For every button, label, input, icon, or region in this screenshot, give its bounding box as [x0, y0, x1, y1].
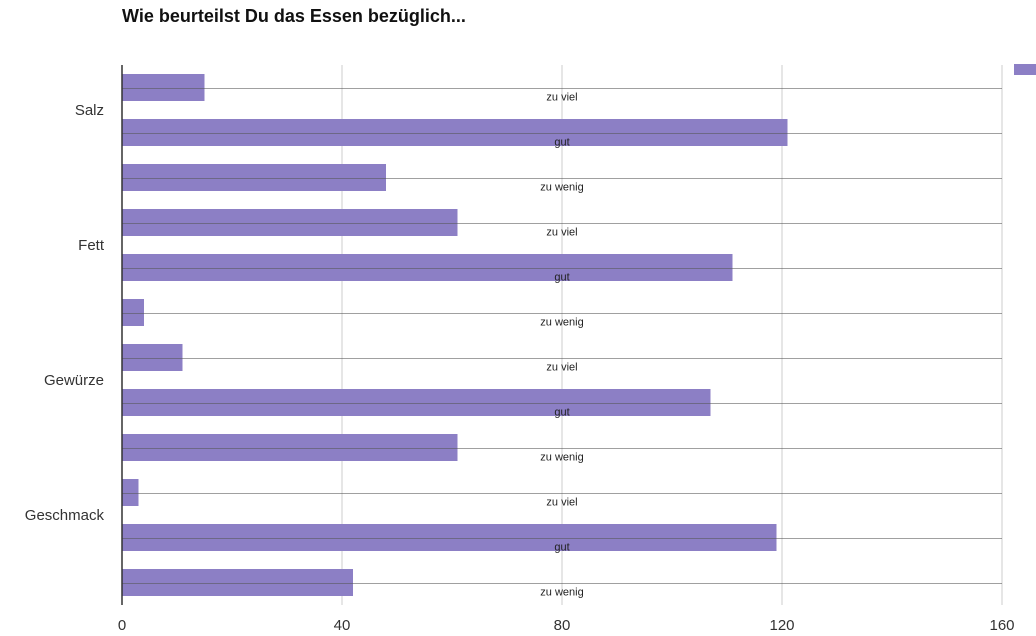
y-category-label: Gewürze: [44, 372, 104, 389]
bar[interactable]: [122, 254, 733, 281]
bar-category-label: gut: [554, 272, 569, 284]
bar[interactable]: [122, 344, 183, 371]
bar-category-label: gut: [554, 407, 569, 419]
bar[interactable]: [122, 389, 711, 416]
bar[interactable]: [122, 209, 458, 236]
bar[interactable]: [122, 164, 386, 191]
bar-category-label: zu wenig: [540, 587, 583, 599]
bar[interactable]: [122, 119, 788, 146]
x-tick-label: 40: [334, 617, 351, 634]
bar-category-label: gut: [554, 542, 569, 554]
bar[interactable]: [122, 569, 353, 596]
bar-category-label: zu wenig: [540, 317, 583, 329]
x-tick-label: 160: [989, 617, 1014, 634]
legend-swatch: [1014, 64, 1036, 75]
bar-category-label: gut: [554, 137, 569, 149]
bar[interactable]: [122, 524, 777, 551]
bar-category-label: zu viel: [546, 92, 577, 104]
bar-category-label: zu viel: [546, 497, 577, 509]
bar-category-label: zu viel: [546, 362, 577, 374]
bar[interactable]: [122, 479, 139, 506]
bar[interactable]: [122, 74, 205, 101]
x-tick-label: 0: [118, 617, 126, 634]
x-tick-label: 80: [554, 617, 571, 634]
bar[interactable]: [122, 299, 144, 326]
bar[interactable]: [122, 434, 458, 461]
x-tick-label: 120: [769, 617, 794, 634]
bar-category-label: zu wenig: [540, 452, 583, 464]
y-category-label: Fett: [78, 237, 105, 254]
chart-title: Wie beurteilst Du das Essen bezüglich...: [122, 6, 466, 26]
y-category-label: Geschmack: [25, 507, 105, 524]
y-category-label: Salz: [75, 102, 104, 119]
bar-category-label: zu wenig: [540, 182, 583, 194]
bar-category-label: zu viel: [546, 227, 577, 239]
